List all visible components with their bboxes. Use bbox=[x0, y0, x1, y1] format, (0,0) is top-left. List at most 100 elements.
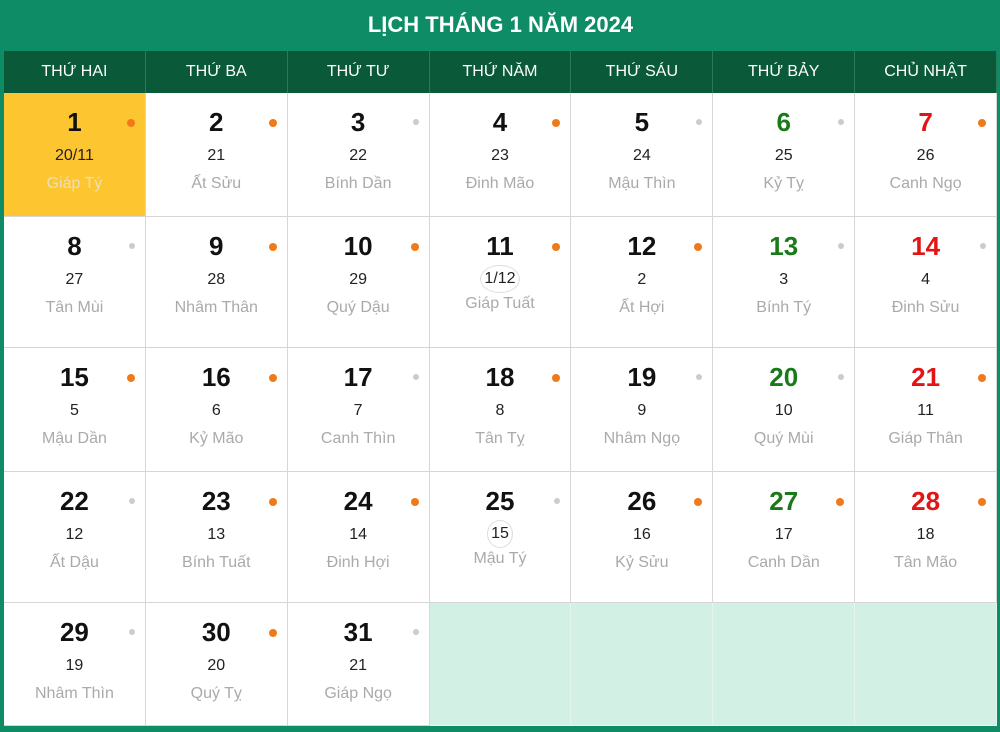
can-chi: Đinh Hợi bbox=[326, 554, 390, 571]
good-day-dot-icon bbox=[126, 119, 135, 127]
solar-date: 4 bbox=[492, 107, 508, 137]
solar-date: 26 bbox=[627, 486, 657, 516]
day-cell[interactable]: 15 5 Mậu Dần bbox=[4, 348, 146, 472]
day-cell[interactable]: 1 20/11 Giáp Tý bbox=[4, 93, 146, 217]
solar-date: 10 bbox=[343, 231, 373, 261]
can-chi: Quý Dậu bbox=[326, 299, 390, 316]
day-cell[interactable]: 4 23 Đinh Mão bbox=[429, 93, 572, 217]
weekday-header: THỨ BẢY bbox=[713, 51, 856, 93]
can-chi: Giáp Ngọ bbox=[324, 685, 392, 702]
solar-date: 13 bbox=[769, 231, 799, 261]
good-day-dot-icon bbox=[694, 243, 703, 251]
lunar-date: 15 bbox=[487, 520, 513, 548]
lunar-date: 26 bbox=[916, 147, 935, 164]
can-chi: Quý Mùi bbox=[753, 430, 814, 447]
day-cell[interactable]: 30 20 Quý Tỵ bbox=[145, 603, 288, 726]
empty-cell bbox=[429, 603, 572, 726]
good-day-dot-icon bbox=[978, 374, 986, 382]
can-chi: Kỷ Sửu bbox=[615, 554, 669, 571]
weekday-header: CHỦ NHẬT bbox=[855, 51, 997, 93]
neutral-day-dot-icon bbox=[980, 243, 986, 249]
day-cell[interactable]: 24 14 Đinh Hợi bbox=[287, 472, 430, 603]
solar-date: 20 bbox=[769, 362, 799, 392]
day-cell[interactable]: 28 18 Tân Mão bbox=[855, 472, 997, 603]
solar-date: 15 bbox=[59, 362, 89, 392]
can-chi: Đinh Mão bbox=[465, 175, 535, 192]
weekday-header: THỨ HAI bbox=[4, 51, 146, 93]
day-cell[interactable]: 12 2 Ất Hợi bbox=[571, 217, 714, 348]
solar-date: 9 bbox=[209, 231, 224, 261]
solar-date: 21 bbox=[911, 362, 941, 392]
day-cell[interactable]: 16 6 Kỷ Mão bbox=[145, 348, 288, 472]
can-chi: Mậu Dần bbox=[41, 430, 107, 447]
day-cell[interactable]: 25 15 Mậu Tý bbox=[429, 472, 572, 603]
empty-cell bbox=[713, 603, 856, 726]
day-cell[interactable]: 26 16 Kỷ Sửu bbox=[571, 472, 714, 603]
lunar-date: 17 bbox=[774, 526, 793, 543]
solar-date: 18 bbox=[485, 362, 515, 392]
day-cell[interactable]: 9 28 Nhâm Thân bbox=[145, 217, 288, 348]
empty-cell bbox=[855, 603, 997, 726]
day-cell[interactable]: 13 3 Bính Tý bbox=[713, 217, 856, 348]
weekday-header: THỨ SÁU bbox=[571, 51, 714, 93]
day-cell[interactable]: 10 29 Quý Dậu bbox=[287, 217, 430, 348]
can-chi: Mậu Thìn bbox=[608, 175, 676, 192]
can-chi: Kỷ Mão bbox=[189, 430, 244, 447]
solar-date: 25 bbox=[485, 486, 515, 516]
day-cell[interactable]: 19 9 Nhâm Ngọ bbox=[571, 348, 714, 472]
solar-date: 17 bbox=[343, 362, 373, 392]
solar-date: 5 bbox=[634, 107, 650, 137]
can-chi: Đinh Sửu bbox=[891, 299, 960, 316]
solar-date: 27 bbox=[769, 486, 799, 516]
day-cell[interactable]: 31 21 Giáp Ngọ bbox=[287, 603, 430, 726]
day-cell[interactable]: 23 13 Bính Tuất bbox=[145, 472, 288, 603]
lunar-date: 4 bbox=[921, 271, 931, 288]
good-day-dot-icon bbox=[410, 243, 419, 251]
good-day-dot-icon bbox=[268, 243, 277, 251]
day-cell[interactable]: 20 10 Quý Mùi bbox=[713, 348, 856, 472]
solar-date: 7 bbox=[918, 107, 933, 137]
day-cell[interactable]: 7 26 Canh Ngọ bbox=[855, 93, 997, 217]
lunar-date: 14 bbox=[349, 526, 368, 543]
good-day-dot-icon bbox=[552, 119, 561, 127]
day-cell[interactable]: 3 22 Bính Dần bbox=[287, 93, 430, 217]
day-cell[interactable]: 14 4 Đinh Sửu bbox=[855, 217, 997, 348]
day-cell[interactable]: 6 25 Kỷ Tỵ bbox=[713, 93, 856, 217]
lunar-date: 28 bbox=[207, 271, 226, 288]
solar-date: 8 bbox=[67, 231, 82, 261]
solar-date: 24 bbox=[343, 486, 373, 516]
day-cell[interactable]: 2 21 Ất Sửu bbox=[145, 93, 288, 217]
day-cell[interactable]: 5 24 Mậu Thìn bbox=[571, 93, 714, 217]
good-day-dot-icon bbox=[268, 498, 277, 506]
solar-date: 30 bbox=[201, 617, 231, 647]
lunar-date: 21 bbox=[349, 657, 368, 674]
can-chi: Bính Tý bbox=[756, 299, 812, 316]
day-cell[interactable]: 27 17 Canh Dần bbox=[713, 472, 856, 603]
can-chi: Tân Tỵ bbox=[475, 430, 525, 447]
solar-date: 14 bbox=[911, 231, 941, 261]
day-cell[interactable]: 11 1/12 Giáp Tuất bbox=[429, 217, 572, 348]
solar-date: 11 bbox=[486, 231, 514, 261]
neutral-day-dot-icon bbox=[838, 243, 845, 249]
day-cell[interactable]: 18 8 Tân Tỵ bbox=[429, 348, 572, 472]
lunar-date: 13 bbox=[207, 526, 226, 543]
lunar-date: 3 bbox=[779, 271, 789, 288]
lunar-date: 7 bbox=[353, 402, 363, 419]
solar-date: 19 bbox=[627, 362, 657, 392]
can-chi: Canh Ngọ bbox=[889, 175, 962, 192]
lunar-date: 23 bbox=[491, 147, 509, 164]
day-cell[interactable]: 17 7 Canh Thìn bbox=[287, 348, 430, 472]
solar-date: 28 bbox=[911, 486, 941, 516]
can-chi: Nhâm Ngọ bbox=[603, 430, 681, 447]
calendar-title: LỊCH THÁNG 1 NĂM 2024 bbox=[367, 12, 634, 37]
solar-date: 1 bbox=[67, 107, 82, 137]
neutral-day-dot-icon bbox=[838, 119, 845, 125]
day-cell[interactable]: 22 12 Ất Dậu bbox=[4, 472, 146, 603]
can-chi: Giáp Thân bbox=[888, 430, 963, 447]
good-day-dot-icon bbox=[268, 119, 277, 127]
day-cell[interactable]: 8 27 Tân Mùi bbox=[4, 217, 146, 348]
solar-date: 6 bbox=[776, 107, 791, 137]
can-chi: Ất Sửu bbox=[191, 175, 242, 192]
day-cell[interactable]: 29 19 Nhâm Thìn bbox=[4, 603, 146, 726]
day-cell[interactable]: 21 11 Giáp Thân bbox=[855, 348, 997, 472]
